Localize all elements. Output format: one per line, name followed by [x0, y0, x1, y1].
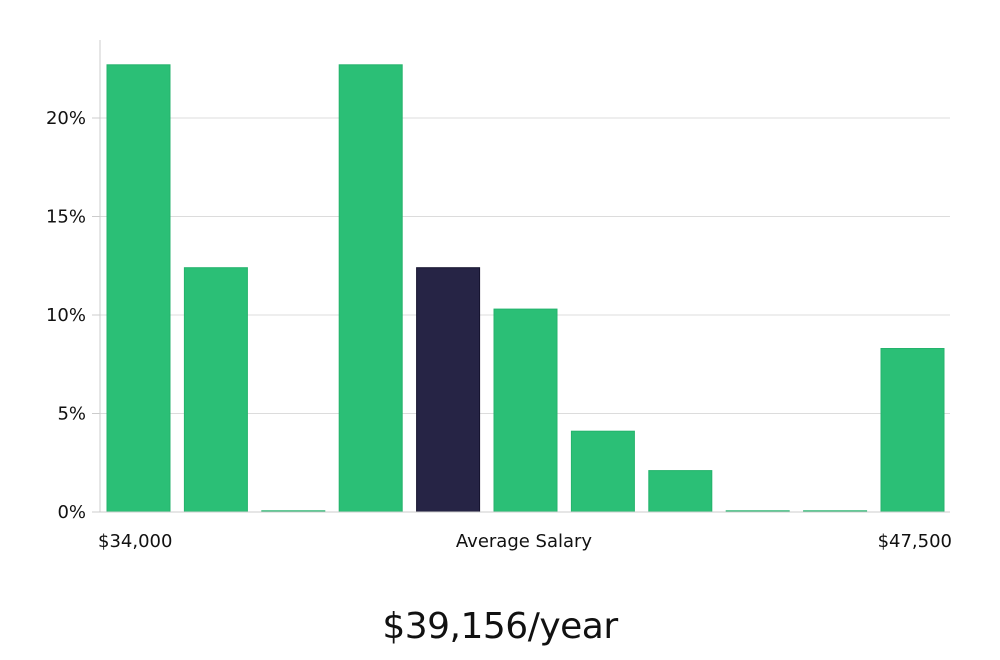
y-axis-ticks: 0% 5% 10% 15% 20%	[46, 108, 100, 523]
y-tick-label: 15%	[46, 207, 86, 228]
bar[interactable]	[183, 267, 248, 513]
bar[interactable]	[493, 308, 558, 513]
bar-highlighted[interactable]	[416, 267, 481, 513]
bar[interactable]	[106, 64, 171, 513]
average-salary-value: $39,156/year	[382, 606, 618, 647]
x-max-label: $47,500	[878, 531, 952, 552]
bar[interactable]	[570, 430, 635, 513]
bar[interactable]	[648, 470, 713, 513]
axes	[99, 40, 950, 513]
bar[interactable]	[338, 64, 403, 513]
y-tick-label: 5%	[57, 404, 86, 425]
bar-series	[106, 64, 945, 513]
x-min-label: $34,000	[98, 531, 172, 552]
salary-histogram: 0% 5% 10% 15% 20% $34,000 Average Salary $47…	[46, 40, 952, 552]
x-axis-label: Average Salary	[456, 531, 593, 552]
y-tick-label: 0%	[57, 502, 86, 523]
y-tick-label: 10%	[46, 305, 86, 326]
bar[interactable]	[880, 348, 945, 513]
y-tick-label: 20%	[46, 108, 86, 129]
